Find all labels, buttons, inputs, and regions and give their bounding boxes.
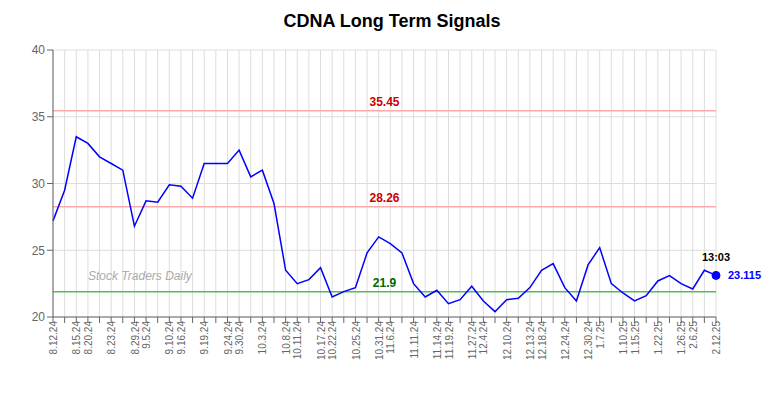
svg-text:8.20.24: 8.20.24	[83, 321, 94, 355]
svg-text:35.45: 35.45	[369, 95, 399, 109]
svg-text:35: 35	[32, 110, 46, 124]
svg-text:9.5.24: 9.5.24	[141, 321, 152, 349]
svg-text:12.4.24: 12.4.24	[478, 321, 489, 355]
svg-text:40: 40	[32, 43, 46, 57]
svg-text:9.16.24: 9.16.24	[176, 321, 187, 355]
svg-text:11.11.24: 11.11.24	[409, 321, 420, 359]
svg-text:9.30.24: 9.30.24	[234, 321, 245, 355]
svg-text:13:03: 13:03	[702, 251, 730, 263]
svg-text:12.10.24: 12.10.24	[502, 321, 513, 360]
svg-text:2.12.25: 2.12.25	[711, 321, 722, 355]
svg-text:12.24.24: 12.24.24	[560, 321, 571, 360]
svg-text:8.15.24: 8.15.24	[71, 321, 82, 355]
svg-text:11.19.24: 11.19.24	[444, 321, 455, 360]
svg-text:1.26.25: 1.26.25	[676, 321, 687, 355]
svg-text:11.14.24: 11.14.24	[432, 321, 443, 360]
svg-text:10.3.24: 10.3.24	[257, 321, 268, 355]
svg-text:1.10.25: 1.10.25	[618, 321, 629, 355]
svg-text:21.9: 21.9	[373, 276, 397, 290]
svg-text:30: 30	[32, 177, 46, 191]
svg-text:9.24.24: 9.24.24	[223, 321, 234, 355]
svg-text:8.23.24: 8.23.24	[106, 321, 117, 355]
svg-text:1.7.25: 1.7.25	[595, 321, 606, 349]
svg-text:1.22.25: 1.22.25	[653, 321, 664, 355]
svg-text:10.8.24: 10.8.24	[281, 321, 292, 355]
svg-text:8.29.24: 8.29.24	[130, 321, 141, 355]
svg-text:12.13.24: 12.13.24	[525, 321, 536, 360]
svg-text:2.6.25: 2.6.25	[688, 321, 699, 349]
svg-text:25: 25	[32, 244, 46, 258]
svg-text:8.12.24: 8.12.24	[48, 321, 59, 355]
svg-text:11.6.24: 11.6.24	[385, 321, 396, 354]
svg-text:28.26: 28.26	[369, 191, 399, 205]
svg-text:12.18.24: 12.18.24	[537, 321, 548, 360]
svg-text:1.15.25: 1.15.25	[630, 321, 641, 355]
html-text:Stock Traders Daily: Stock Traders Daily	[88, 269, 192, 283]
svg-text:9.10.24: 9.10.24	[164, 321, 175, 355]
svg-text:23.115: 23.115	[728, 269, 761, 281]
svg-text:10.11.24: 10.11.24	[292, 321, 303, 360]
svg-text:11.27.24: 11.27.24	[467, 321, 478, 360]
svg-text:10.31.24: 10.31.24	[374, 321, 385, 360]
html-text:CDNA Long Term Signals: CDNA Long Term Signals	[283, 11, 501, 31]
svg-text:10.17.24: 10.17.24	[316, 321, 327, 360]
svg-text:20: 20	[32, 310, 46, 324]
svg-text:10.22.24: 10.22.24	[327, 321, 338, 360]
svg-text:12.30.24: 12.30.24	[583, 321, 594, 360]
svg-text:10.25.24: 10.25.24	[351, 321, 362, 360]
svg-text:9.19.24: 9.19.24	[199, 321, 210, 355]
